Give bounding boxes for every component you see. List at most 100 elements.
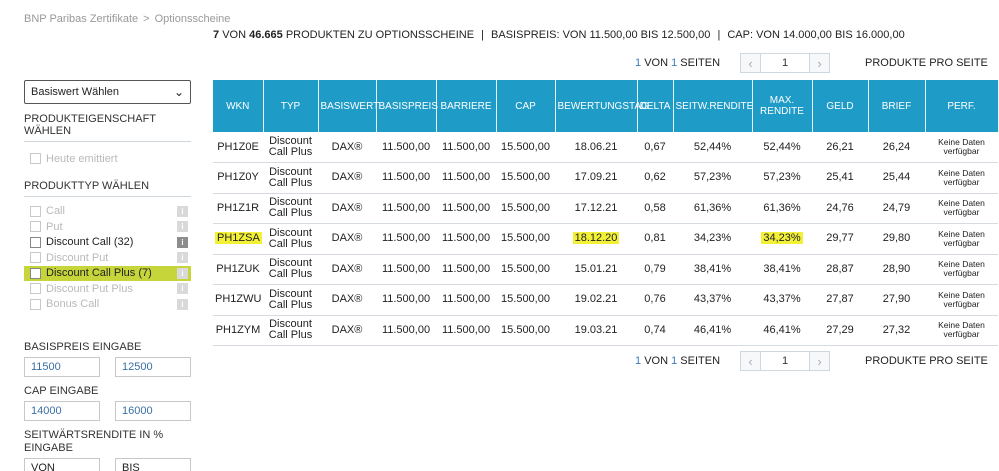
table-row[interactable]: PH1ZWU Discount Call Plus DAX® 11.500,00 11.… xyxy=(213,284,998,316)
summary-cap: CAP: VON 14.000,00 BIS 16.000,00 xyxy=(727,29,905,41)
seitwaertsrendite-inputs: VON BIS xyxy=(24,458,191,471)
cell-delta: 0,62 xyxy=(637,162,673,194)
checkbox-label: Put xyxy=(46,220,63,233)
checkbox-label: Bonus Call xyxy=(46,298,100,311)
info-icon[interactable]: i xyxy=(177,236,188,248)
checkbox-heute-emittiert[interactable]: Heute emittiert xyxy=(24,151,191,167)
checkbox-label: Discount Put Plus xyxy=(46,282,133,295)
col-header-seitw-rendite[interactable]: SEITW.RENDITE xyxy=(673,80,753,132)
prev-page-icon[interactable]: ‹ xyxy=(741,352,761,370)
cell-bewertungstag-text: 18.06.21 xyxy=(574,140,618,153)
checkbox[interactable] xyxy=(30,267,41,279)
table-row[interactable]: PH1ZUK Discount Call Plus DAX® 11.500,00 11.… xyxy=(213,254,998,285)
produkttyp-discount-call[interactable]: Discount Call (32) i xyxy=(24,235,191,251)
table-row[interactable]: PH1ZSA Discount Call Plus DAX® 11.500,00 11.… xyxy=(213,223,998,255)
results-summary: 7 VON 46.665 PRODUKTEN ZU OPTIONSSCHEINE… xyxy=(213,29,905,41)
col-header-barriere[interactable]: BARRIERE xyxy=(436,80,497,132)
cell-typ-text: Discount Call Plus xyxy=(268,135,313,158)
col-header-delta[interactable]: DELTA xyxy=(637,80,674,132)
basiswert-dropdown[interactable]: Basiswert Wählen ⌄ xyxy=(24,80,191,104)
info-icon[interactable]: i xyxy=(177,221,188,232)
table-row[interactable]: PH1Z0E Discount Call Plus DAX® 11.500,00 11.… xyxy=(213,132,998,163)
checkbox-label: Discount Call (32) xyxy=(46,236,134,249)
cell-barriere: 11.500,00 xyxy=(436,254,496,285)
cap-title: CAP EINGABE xyxy=(24,385,99,397)
col-header-basispreis[interactable]: BASISPREIS xyxy=(376,80,438,132)
products-per-page-label: PRODUKTE PRO SEITE xyxy=(865,355,988,367)
cell-perf-text: Keine Daten verfügbar xyxy=(938,198,985,218)
cell-barriere: 11.500,00 xyxy=(436,315,496,346)
cell-delta-text: 0,74 xyxy=(644,323,666,336)
produkttyp-discount-put[interactable]: Discount Put i xyxy=(24,250,191,266)
col-header-typ[interactable]: TYP xyxy=(263,80,319,132)
cell-wkn[interactable]: PH1Z0E xyxy=(213,132,263,163)
breadcrumb-item-home[interactable]: BNP Paribas Zertifikate xyxy=(24,13,139,25)
checkbox[interactable] xyxy=(30,283,41,295)
col-header-brief[interactable]: BRIEF xyxy=(868,80,926,132)
produkttyp-call[interactable]: Call i xyxy=(24,204,191,220)
cap-from-input[interactable]: 14000 xyxy=(24,401,100,421)
cell-wkn[interactable]: PH1Z1R xyxy=(213,193,263,224)
cell-brief-text: 29,80 xyxy=(882,232,911,245)
info-icon[interactable]: i xyxy=(177,252,188,263)
col-header-wkn[interactable]: WKN xyxy=(213,80,264,132)
page-info: 1 VON 1 SEITEN xyxy=(635,57,721,69)
page-input[interactable]: 1 xyxy=(760,54,811,72)
col-header-cap[interactable]: CAP xyxy=(496,80,556,132)
info-icon[interactable]: i xyxy=(177,267,188,279)
cell-bewertungstag: 15.01.21 xyxy=(555,254,637,285)
checkbox[interactable] xyxy=(30,221,41,233)
cell-wkn[interactable]: PH1ZUK xyxy=(213,254,263,285)
cell-wkn[interactable]: PH1ZWU xyxy=(213,284,263,316)
col-header-bewertungstag[interactable]: BEWERTUNGSTAG xyxy=(555,80,649,132)
table-row[interactable]: PH1ZYM Discount Call Plus DAX® 11.500,00 11.… xyxy=(213,315,998,346)
cell-brief: 29,80 xyxy=(868,223,925,255)
cell-basispreis-text: 11.500,00 xyxy=(381,232,431,245)
checkbox[interactable] xyxy=(30,236,41,248)
cell-bewertungstag: 18.12.20 xyxy=(555,223,637,255)
cell-wkn-text: PH1Z1R xyxy=(216,201,260,214)
cell-cap: 15.500,00 xyxy=(496,284,555,316)
cell-cap-text: 15.500,00 xyxy=(501,171,550,184)
next-page-icon[interactable]: › xyxy=(810,352,830,370)
checkbox[interactable] xyxy=(30,205,41,217)
cell-cap: 15.500,00 xyxy=(496,254,555,285)
checkbox[interactable] xyxy=(30,298,41,310)
seitwaertsrendite-to-input[interactable]: BIS xyxy=(115,458,191,471)
cell-wkn[interactable]: PH1ZSA xyxy=(213,223,263,255)
cell-brief-text: 25,44 xyxy=(882,171,911,184)
produkttyp-discount-put-plus[interactable]: Discount Put Plus i xyxy=(24,281,191,297)
cell-wkn[interactable]: PH1Z0Y xyxy=(213,162,263,194)
info-icon[interactable]: i xyxy=(177,298,188,310)
cell-bewertungstag: 19.03.21 xyxy=(555,315,637,346)
cell-perf-text: Keine Daten verfügbar xyxy=(938,259,985,279)
basispreis-to-input[interactable]: 12500 xyxy=(115,357,191,377)
cell-wkn[interactable]: PH1ZYM xyxy=(213,315,263,346)
produkttyp-discount-call-plus[interactable]: Discount Call Plus (7) i xyxy=(24,265,191,281)
info-icon[interactable]: i xyxy=(177,205,188,217)
produkttyp-put[interactable]: Put i xyxy=(24,219,191,235)
cell-perf-text: Keine Daten verfügbar xyxy=(938,320,985,340)
next-page-icon[interactable]: › xyxy=(810,54,830,72)
seitwaertsrendite-from-input[interactable]: VON xyxy=(24,458,100,471)
prev-page-icon[interactable]: ‹ xyxy=(741,54,761,72)
cell-geld: 27,87 xyxy=(812,284,868,316)
col-header-geld[interactable]: GELD xyxy=(812,80,869,132)
cell-seitw-rendite-text: 38,41% xyxy=(693,262,732,275)
table-row[interactable]: PH1Z0Y Discount Call Plus DAX® 11.500,00 11.… xyxy=(213,162,998,194)
cell-max-rendite-text: 52,44% xyxy=(763,140,801,153)
cell-bewertungstag: 19.02.21 xyxy=(555,284,637,316)
page-input[interactable]: 1 xyxy=(760,352,811,370)
info-icon[interactable]: i xyxy=(177,283,188,294)
cell-geld-text: 24,76 xyxy=(826,201,854,214)
checkbox[interactable] xyxy=(30,153,41,165)
basispreis-from-input[interactable]: 11500 xyxy=(24,357,100,377)
produkttyp-title: PRODUKTTYP WÄHLEN xyxy=(24,180,191,197)
produkttyp-bonus-call[interactable]: Bonus Call i xyxy=(24,297,191,313)
cap-to-input[interactable]: 16000 xyxy=(115,401,191,421)
col-header-basiswert[interactable]: BASISWERT xyxy=(318,80,379,132)
table-row[interactable]: PH1Z1R Discount Call Plus DAX® 11.500,00 11.… xyxy=(213,193,998,224)
checkbox[interactable] xyxy=(30,252,41,264)
col-header-perf[interactable]: PERF. xyxy=(925,80,999,132)
col-header-max-rendite[interactable]: MAX. RENDITE xyxy=(752,80,813,132)
